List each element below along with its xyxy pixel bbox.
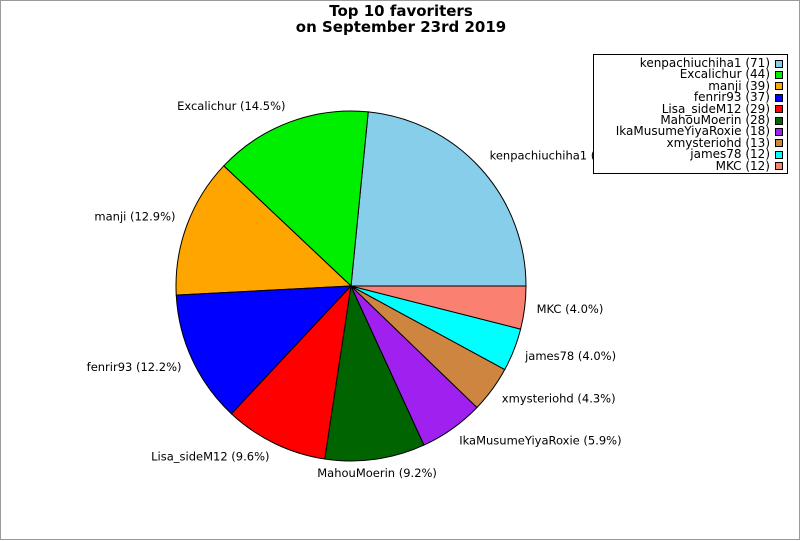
legend-swatch xyxy=(775,139,783,148)
pie-label-james78: james78 (4.0%) xyxy=(524,349,616,363)
legend-item: fenrir93 (37) xyxy=(594,90,783,105)
legend-swatch xyxy=(775,105,783,114)
legend-item: MahouMoerin (28) xyxy=(594,112,783,127)
legend-label: james78 (12) xyxy=(690,147,770,162)
legend-swatch xyxy=(775,162,783,171)
chart-title: Top 10 favoriters on September 23rd 2019 xyxy=(1,3,800,35)
legend-label: fenrir93 (37) xyxy=(693,90,770,105)
legend-swatch xyxy=(775,116,783,125)
legend-item: kenpachiuchiha1 (71) xyxy=(594,56,783,70)
legend-swatch xyxy=(775,150,783,159)
legend-item: IkaMusumeYiyaRoxie (18) xyxy=(594,124,783,139)
pie-slice-mkc xyxy=(350,285,527,330)
pie-slice-fenrir93 xyxy=(175,285,353,415)
legend-item: xmysteriohd (13) xyxy=(594,135,783,150)
pie-label-ikamusumeyiyaroxie: IkaMusumeYiyaRoxie (5.9%) xyxy=(459,434,621,448)
legend-swatch xyxy=(775,59,783,68)
chart-title-line-2: on September 23rd 2019 xyxy=(295,18,507,36)
legend-label: manji (39) xyxy=(708,78,770,93)
pie-label-xmysteriohd: xmysteriohd (4.3%) xyxy=(502,392,616,406)
legend-item: Excalichur (44) xyxy=(594,67,783,82)
pie-label-fenrir93: fenrir93 (12.2%) xyxy=(87,360,182,374)
legend-swatch xyxy=(775,71,783,80)
pie-slice-mahoumoerin xyxy=(324,284,425,462)
legend-label: Excalichur (44) xyxy=(679,67,770,82)
legend-item: manji (39) xyxy=(594,78,783,93)
legend-label: MahouMoerin (28) xyxy=(660,112,770,127)
legend-label: kenpachiuchiha1 (71) xyxy=(639,56,770,70)
legend-item: MKC (12) xyxy=(594,158,783,173)
legend-swatch xyxy=(775,128,783,137)
pie-label-manji: manji (12.9%) xyxy=(94,209,175,223)
legend-label: xmysteriohd (13) xyxy=(666,135,770,150)
legend-swatch xyxy=(775,82,783,91)
pie-slice-manji xyxy=(175,165,353,296)
pie-label-mahoumoerin: MahouMoerin (9.2%) xyxy=(317,466,437,480)
pie-slice-kenpachiuchiha1 xyxy=(350,111,527,287)
legend-swatch xyxy=(775,93,783,102)
legend-label: Lisa_sideM12 (29) xyxy=(661,101,770,116)
pie-slice-excalichur xyxy=(223,110,369,288)
pie-label-lisa-sidem12: Lisa_sideM12 (9.6%) xyxy=(151,449,269,463)
pie-label-excalichur: Excalichur (14.5%) xyxy=(177,99,285,113)
legend: kenpachiuchiha1 (71) Excalichur (44) manji… xyxy=(593,54,788,174)
legend-item: james78 (12) xyxy=(594,147,783,162)
chart-title-line-1: Top 10 favoriters xyxy=(329,2,473,20)
legend-label: MKC (12) xyxy=(715,158,770,173)
pie-slice-lisa-sidem12 xyxy=(230,284,352,460)
legend-label: IkaMusumeYiyaRoxie (18) xyxy=(615,124,770,139)
pie-label-mkc: MKC (4.0%) xyxy=(537,302,604,316)
legend-item: Lisa_sideM12 (29) xyxy=(594,101,783,116)
